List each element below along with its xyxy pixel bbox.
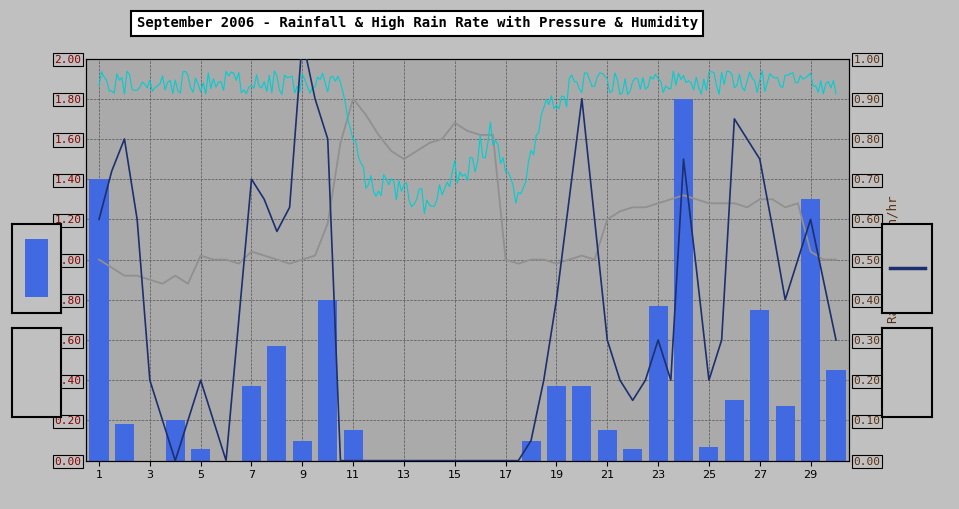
Bar bbox=[674, 99, 693, 461]
Bar bbox=[648, 306, 667, 461]
Bar bbox=[242, 386, 261, 461]
Bar bbox=[343, 431, 363, 461]
Bar bbox=[725, 400, 744, 461]
Bar bbox=[827, 370, 846, 461]
Bar bbox=[699, 446, 718, 461]
Bar bbox=[115, 425, 134, 461]
Bar bbox=[597, 431, 617, 461]
Bar bbox=[89, 179, 108, 461]
Bar bbox=[166, 420, 185, 461]
Bar bbox=[522, 441, 541, 461]
Y-axis label: Rain - in: Rain - in bbox=[35, 226, 49, 293]
Bar bbox=[801, 200, 820, 461]
Bar bbox=[318, 300, 338, 461]
Bar bbox=[268, 346, 287, 461]
Bar bbox=[191, 448, 210, 461]
Text: September 2006 - Rainfall & High Rain Rate with Pressure & Humidity: September 2006 - Rainfall & High Rain Ra… bbox=[136, 16, 698, 31]
Bar bbox=[292, 441, 312, 461]
Bar bbox=[776, 406, 795, 461]
Bar bbox=[750, 310, 769, 461]
Bar bbox=[573, 386, 592, 461]
Bar bbox=[25, 239, 48, 297]
Bar bbox=[623, 448, 643, 461]
Y-axis label: Rain Rate - in/hr: Rain Rate - in/hr bbox=[886, 196, 900, 323]
Bar bbox=[547, 386, 566, 461]
